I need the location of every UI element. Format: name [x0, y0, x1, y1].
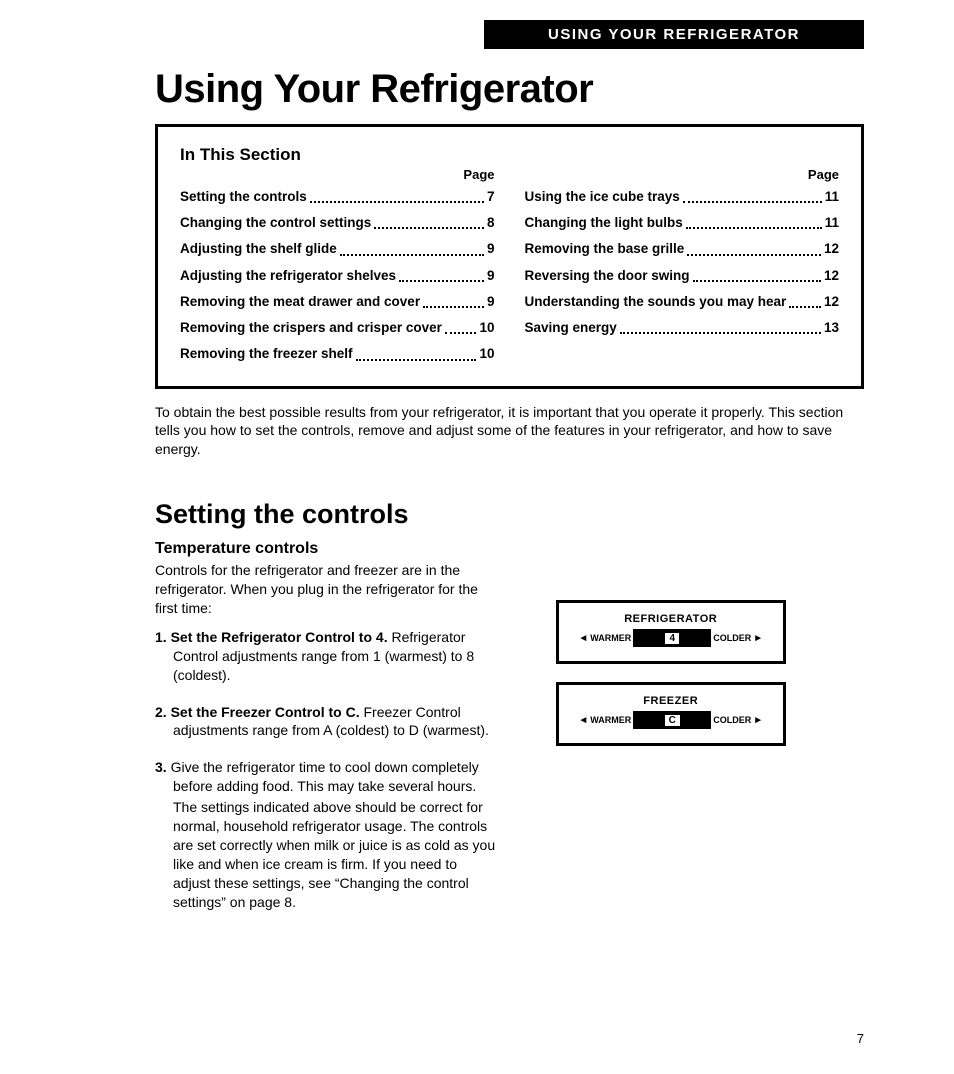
freezer-control-diagram: FREEZER ◄ WARMER C COLDER ► — [556, 682, 786, 746]
toc-entry-label: Saving energy — [525, 319, 617, 337]
toc-leader-dots — [445, 332, 477, 334]
toc-entry-label: Reversing the door swing — [525, 267, 690, 285]
toc-entry-label: Adjusting the shelf glide — [180, 240, 337, 258]
toc-entry: Using the ice cube trays 11 — [525, 188, 840, 206]
step-3-body: Give the refrigerator time to cool down … — [171, 759, 479, 794]
section-title: Setting the controls — [155, 499, 864, 530]
toc-entry-page: 10 — [479, 345, 494, 363]
toc-entry: Setting the controls 7 — [180, 188, 495, 206]
step-3: 3. Give the refrigerator time to cool do… — [155, 758, 496, 911]
step-3-paragraph: The settings indicated above should be c… — [173, 798, 496, 911]
toc-entry: Removing the freezer shelf 10 — [180, 345, 495, 363]
toc-entry-page: 10 — [479, 319, 494, 337]
toc-entry: Removing the meat drawer and cover 9 — [180, 293, 495, 311]
toc-leader-dots — [620, 332, 821, 334]
left-arrow-icon: ◄ — [578, 715, 588, 726]
toc-entry: Changing the light bulbs 11 — [525, 214, 840, 232]
intro-paragraph: To obtain the best possible results from… — [155, 403, 864, 460]
warmer-label: WARMER — [588, 633, 633, 643]
toc-leader-dots — [687, 254, 821, 256]
subsection-title: Temperature controls — [155, 540, 496, 558]
toc-entry-page: 9 — [487, 240, 495, 258]
colder-label: COLDER — [711, 715, 753, 725]
toc-entry-label: Using the ice cube trays — [525, 188, 680, 206]
toc-entry-page: 7 — [487, 188, 495, 206]
control-block — [685, 711, 711, 729]
controls-column: REFRIGERATOR ◄ WARMER 4 COLDER ► FREEZER… — [556, 540, 864, 911]
toc-entry-label: Removing the freezer shelf — [180, 345, 353, 363]
toc-page-header: Page — [525, 167, 840, 182]
control-block — [685, 629, 711, 647]
toc-entry-label: Changing the light bulbs — [525, 214, 683, 232]
toc-entry-page: 9 — [487, 267, 495, 285]
toc-entry-page: 11 — [825, 188, 839, 206]
control-block — [633, 711, 659, 729]
toc-entry: Adjusting the refrigerator shelves 9 — [180, 267, 495, 285]
control-value: C — [659, 711, 685, 729]
toc-leader-dots — [683, 201, 822, 203]
toc-leader-dots — [340, 254, 484, 256]
toc-entry: Saving energy 13 — [525, 319, 840, 337]
toc-entry-page: 12 — [824, 267, 839, 285]
right-arrow-icon: ► — [753, 633, 763, 644]
control-block — [633, 629, 659, 647]
page-title: Using Your Refrigerator — [155, 67, 864, 112]
control-value: 4 — [659, 629, 685, 647]
toc-column-left: Page Setting the controls 7 Changing the c… — [180, 167, 495, 372]
refrigerator-control-title: REFRIGERATOR — [571, 613, 771, 625]
toc-entry: Adjusting the shelf glide 9 — [180, 240, 495, 258]
toc-leader-dots — [399, 280, 484, 282]
toc-entry-label: Removing the meat drawer and cover — [180, 293, 420, 311]
toc-column-right: Page Using the ice cube trays11Changing … — [525, 167, 840, 372]
toc-box: In This Section Page Setting the control… — [155, 124, 864, 389]
toc-entry: Reversing the door swing 12 — [525, 267, 840, 285]
toc-leader-dots — [686, 227, 822, 229]
colder-label: COLDER — [711, 633, 753, 643]
toc-entry-label: Removing the crispers and crisper cover — [180, 319, 442, 337]
right-arrow-icon: ► — [753, 715, 763, 726]
toc-entry-label: Adjusting the refrigerator shelves — [180, 267, 396, 285]
page-number: 7 — [857, 1031, 864, 1046]
toc-entry-page: 12 — [824, 240, 839, 258]
toc-leader-dots — [789, 306, 821, 308]
toc-leader-dots — [693, 280, 821, 282]
toc-page-header: Page — [180, 167, 495, 182]
toc-entry: Understanding the sounds you may hear 12 — [525, 293, 840, 311]
toc-entry-label: Changing the control settings — [180, 214, 371, 232]
step-3-heading: 3. — [155, 759, 167, 775]
toc-entry-page: 8 — [487, 214, 495, 232]
header-bar: USING YOUR REFRIGERATOR — [484, 20, 864, 49]
content-column: Temperature controls Controls for the re… — [155, 540, 496, 911]
toc-title: In This Section — [180, 145, 839, 165]
toc-leader-dots — [423, 306, 484, 308]
step-2-heading: 2. Set the Freezer Control to C. — [155, 704, 360, 720]
step-2: 2. Set the Freezer Control to C. Freezer… — [155, 703, 496, 741]
toc-entry: Removing the base grille 12 — [525, 240, 840, 258]
toc-entry: Removing the crispers and crisper cover 1… — [180, 319, 495, 337]
toc-entry: Changing the control settings 8 — [180, 214, 495, 232]
toc-leader-dots — [356, 359, 477, 361]
toc-entry-label: Understanding the sounds you may hear — [525, 293, 787, 311]
toc-entry-page: 9 — [487, 293, 495, 311]
left-arrow-icon: ◄ — [578, 633, 588, 644]
refrigerator-control-diagram: REFRIGERATOR ◄ WARMER 4 COLDER ► — [556, 600, 786, 664]
toc-entry-label: Setting the controls — [180, 188, 307, 206]
step-1: 1. Set the Refrigerator Control to 4. Re… — [155, 628, 496, 685]
toc-entry-page: 11 — [825, 214, 839, 232]
toc-entry-page: 13 — [824, 319, 839, 337]
toc-entry-page: 12 — [824, 293, 839, 311]
toc-leader-dots — [374, 227, 484, 229]
toc-leader-dots — [310, 201, 484, 203]
lead-text: Controls for the refrigerator and freeze… — [155, 561, 496, 618]
toc-entry-label: Removing the base grille — [525, 240, 685, 258]
freezer-control-title: FREEZER — [571, 695, 771, 707]
step-1-heading: 1. Set the Refrigerator Control to 4. — [155, 629, 388, 645]
warmer-label: WARMER — [588, 715, 633, 725]
